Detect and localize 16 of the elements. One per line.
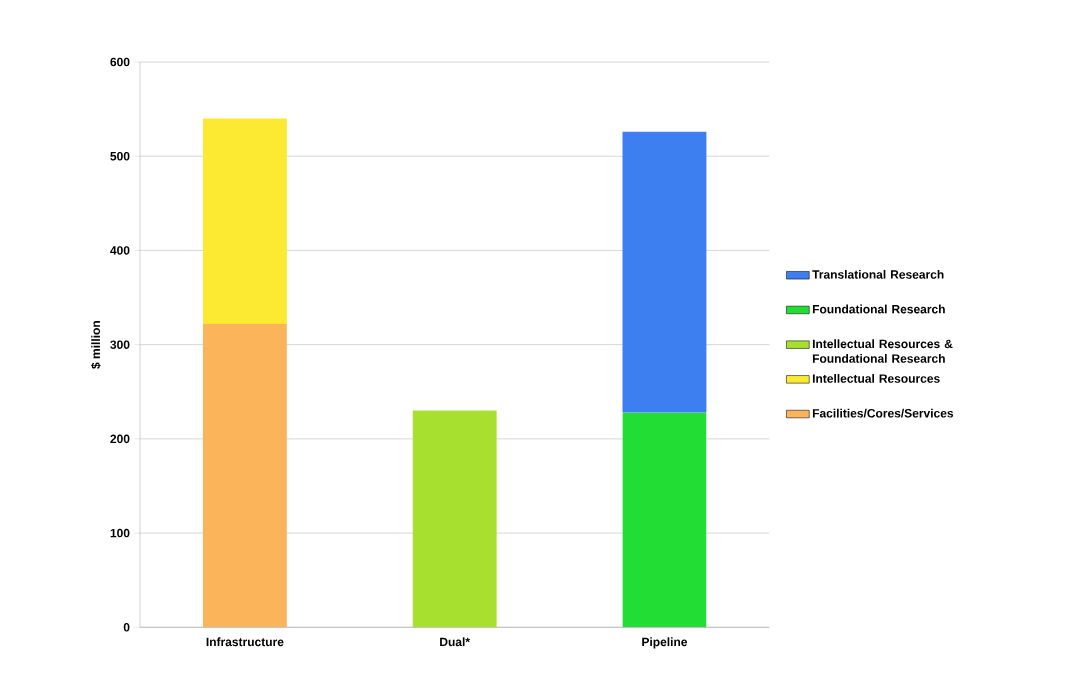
legend-label: Translational Research <box>812 269 944 279</box>
x-tick-label: Pipeline <box>642 637 688 649</box>
y-tick-label: 500 <box>110 151 130 161</box>
y-tick-label: 300 <box>110 340 130 349</box>
legend-label: Foundational Research <box>812 304 945 314</box>
x-tick-label: Infrastructure <box>206 637 284 647</box>
y-tick-label: 0 <box>123 623 130 632</box>
x-tick-label: Dual* <box>440 637 470 647</box>
y-tick-label: 200 <box>110 434 130 444</box>
y-tick-label: 100 <box>110 528 130 538</box>
y-tick-label: 400 <box>110 246 130 255</box>
legend-label: Intellectual Resources & Foundational Research <box>812 339 953 363</box>
y-axis-title: $ million <box>90 321 101 369</box>
y-tick-label: 600 <box>110 57 130 67</box>
legend-label: Facilities/Cores/Services <box>812 408 954 418</box>
legend-label: Intellectual Resources <box>812 374 940 383</box>
